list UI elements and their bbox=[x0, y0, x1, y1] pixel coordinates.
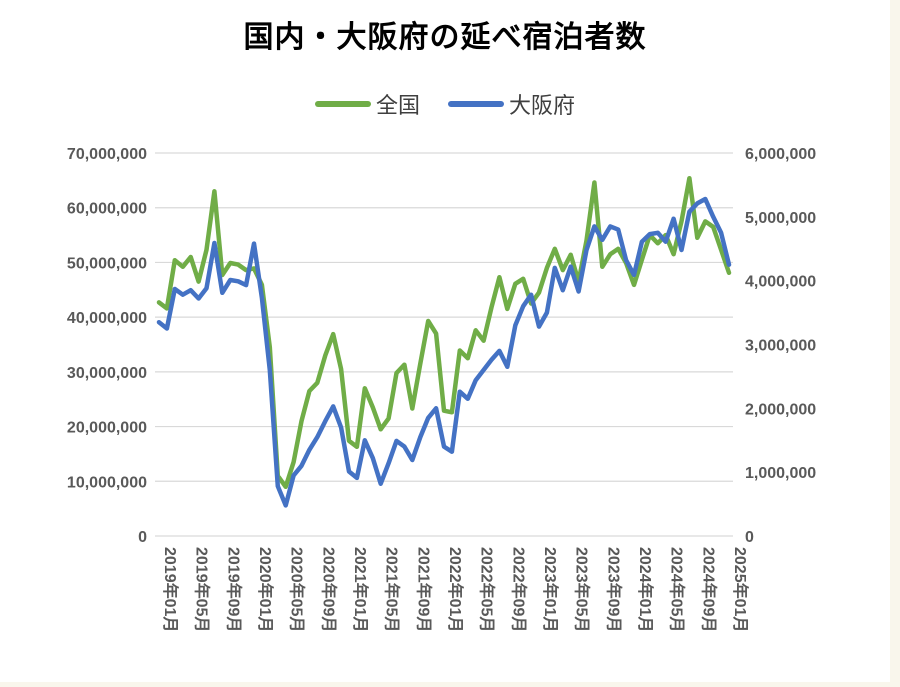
x-axis-label: 2021年01月 bbox=[351, 547, 370, 632]
y-axis-label-left: 30,000,000 bbox=[67, 365, 147, 382]
y-axis-label-left: 10,000,000 bbox=[67, 474, 147, 491]
y-axis-label-right: 2,000,000 bbox=[745, 401, 816, 418]
x-axis-label: 2023年01月 bbox=[541, 547, 560, 632]
x-axis-label: 2020年01月 bbox=[256, 547, 275, 632]
x-axis-label: 2022年05月 bbox=[478, 547, 497, 632]
x-axis-label: 2019年09月 bbox=[224, 547, 243, 632]
x-axis-label: 2023年09月 bbox=[604, 547, 623, 632]
x-axis-label: 2020年09月 bbox=[319, 547, 338, 632]
x-axis-label: 2023年05月 bbox=[573, 547, 592, 632]
y-axis-label-left: 20,000,000 bbox=[67, 420, 147, 437]
y-axis-label-right: 5,000,000 bbox=[745, 210, 816, 227]
legend-swatch-osaka bbox=[448, 101, 504, 107]
y-axis-label-left: 50,000,000 bbox=[67, 255, 147, 272]
legend: 全国 大阪府 bbox=[0, 88, 890, 120]
y-axis-label-right: 6,000,000 bbox=[745, 146, 816, 163]
x-axis-label: 2021年09月 bbox=[414, 547, 433, 632]
legend-swatch-nationwide bbox=[314, 101, 371, 107]
x-axis-label: 2020年05月 bbox=[288, 547, 307, 632]
series-line-nationwide bbox=[156, 175, 732, 490]
legend-item-osaka: 大阪府 bbox=[448, 88, 575, 120]
series-line-osaka bbox=[156, 196, 732, 508]
x-axis-label: 2024年01月 bbox=[636, 547, 655, 632]
x-axis-label: 2022年01月 bbox=[446, 547, 465, 632]
legend-label-osaka: 大阪府 bbox=[509, 93, 576, 118]
y-axis-label-left: 40,000,000 bbox=[67, 310, 147, 327]
chart-title: 国内・大阪府の延べ宿泊者数 bbox=[243, 21, 647, 54]
x-axis-label: 2021年05月 bbox=[383, 547, 402, 632]
x-axis-label: 2019年05月 bbox=[193, 547, 212, 632]
x-axis-label: 2025年01月 bbox=[731, 547, 750, 632]
y-axis-label-left: 60,000,000 bbox=[67, 201, 147, 218]
x-axis-label: 2019年01月 bbox=[161, 547, 180, 632]
y-axis-label-left: 70,000,000 bbox=[67, 146, 147, 163]
y-axis-label-right: 4,000,000 bbox=[745, 274, 816, 291]
x-axis-label: 2024年05月 bbox=[668, 547, 687, 632]
legend-label-nationwide: 全国 bbox=[375, 93, 420, 118]
legend-item-nationwide: 全国 bbox=[314, 88, 420, 120]
x-axis-label: 2022年09月 bbox=[509, 547, 528, 632]
y-axis-label-right: 0 bbox=[745, 529, 754, 546]
x-axis-label: 2024年09月 bbox=[699, 547, 718, 632]
y-axis-label-right: 1,000,000 bbox=[745, 465, 816, 482]
y-axis-label-left: 0 bbox=[138, 529, 147, 546]
y-axis-label-right: 3,000,000 bbox=[745, 338, 816, 355]
